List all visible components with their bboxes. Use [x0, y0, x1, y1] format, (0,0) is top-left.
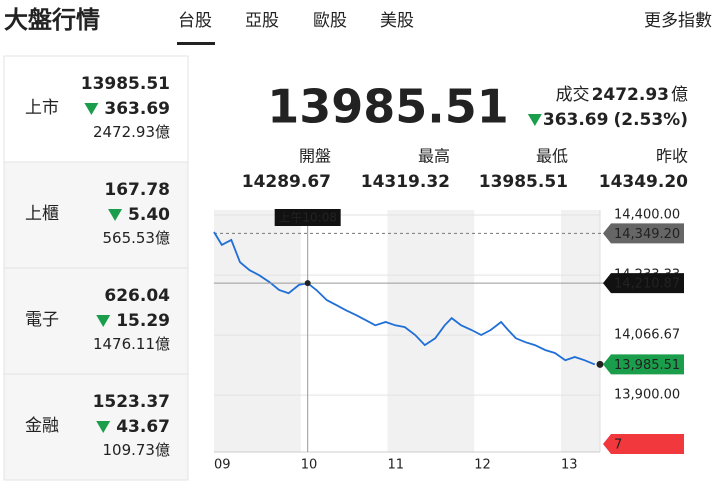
- stat-value: 14349.20: [599, 172, 688, 192]
- tab[interactable]: 美股: [380, 11, 414, 31]
- y-tick-label: 14,400.00: [614, 208, 680, 223]
- tab[interactable]: 亞股: [245, 11, 279, 31]
- sidebar-item[interactable]: [3, 55, 189, 163]
- sidebar-item[interactable]: [3, 267, 189, 375]
- index-volume: 2472.93億: [93, 123, 170, 141]
- change-value: 363.69: [543, 110, 609, 130]
- stat-label: 開盤: [299, 147, 331, 166]
- volume-value: 2472.93: [93, 123, 155, 141]
- price-line: [213, 231, 596, 366]
- turnover: 成交 2472.93 億: [556, 85, 688, 105]
- index-volume: 1476.11億: [93, 335, 170, 353]
- turnover-value: 2472.93: [592, 85, 669, 105]
- last-price-label: 13,985.51: [614, 358, 680, 373]
- turnover-unit: 億: [671, 85, 688, 105]
- main-price: 13985.51: [267, 80, 509, 134]
- index-name: 上櫃: [25, 204, 59, 224]
- volume-label: 7: [614, 438, 622, 453]
- y-tick-label: 13,900.00: [614, 388, 680, 403]
- index-change: 5.40: [128, 205, 170, 225]
- volume-value: 109.73: [102, 441, 155, 459]
- main-change: 363.69 (2.53%): [543, 110, 688, 130]
- crosshair-label-box: [603, 273, 684, 294]
- stat-value: 14289.67: [242, 172, 331, 192]
- last-price-label-box: [603, 354, 684, 375]
- index-change: 43.67: [116, 417, 170, 437]
- down-arrow: [96, 421, 111, 433]
- volume-unit: 億: [155, 123, 170, 141]
- turnover-label: 成交: [556, 85, 590, 105]
- y-tick-label: 14,066.67: [614, 328, 680, 343]
- tab-underline: [177, 42, 215, 45]
- x-tick-label: 09: [214, 458, 231, 473]
- index-change: 15.29: [116, 311, 170, 331]
- volume-unit: 億: [155, 229, 170, 247]
- stat-label: 最低: [536, 147, 568, 166]
- index-name: 金融: [25, 416, 59, 436]
- session-band: [387, 210, 475, 452]
- x-tick-label: 10: [301, 458, 318, 473]
- time-label: 上午10:08: [278, 211, 337, 225]
- last-dot: [596, 360, 604, 368]
- stat-label: 最高: [418, 147, 450, 166]
- volume-value: 1476.11: [93, 335, 155, 353]
- page-title: 大盤行情: [4, 6, 100, 34]
- more-link[interactable]: 更多指數: [644, 11, 712, 31]
- volume-label-box: [603, 434, 684, 454]
- index-price: 626.04: [104, 286, 170, 306]
- stat-value: 13985.51: [479, 172, 568, 192]
- index-volume: 565.53億: [102, 229, 170, 247]
- down-arrow: [527, 114, 542, 126]
- x-tick-label: 12: [474, 458, 491, 473]
- index-price: 1523.37: [93, 392, 170, 412]
- stat-label: 昨收: [656, 147, 688, 166]
- index-volume: 109.73億: [102, 441, 170, 459]
- index-price: 13985.51: [81, 74, 170, 94]
- sidebar-item[interactable]: [3, 373, 189, 481]
- session-band: [214, 210, 301, 452]
- change-pct: (2.53%): [613, 110, 688, 130]
- volume-value: 565.53: [102, 229, 155, 247]
- stat-value: 14319.32: [361, 172, 450, 192]
- prev-close-label-box: [603, 223, 684, 244]
- down-arrow: [84, 103, 99, 115]
- volume-unit: 億: [155, 335, 170, 353]
- down-arrow: [108, 209, 123, 221]
- prev-close-label: 14,349.20: [614, 227, 680, 242]
- tab[interactable]: 台股: [178, 11, 212, 31]
- index-change: 363.69: [104, 99, 170, 119]
- index-name: 電子: [25, 310, 59, 330]
- crosshair-dot: [304, 280, 311, 287]
- index-price: 167.78: [104, 180, 170, 200]
- session-band: [560, 210, 600, 452]
- sidebar-item[interactable]: [3, 161, 189, 269]
- down-arrow: [96, 315, 111, 327]
- x-tick-label: 11: [387, 458, 404, 473]
- index-name: 上市: [25, 98, 59, 118]
- x-tick-label: 13: [561, 458, 578, 473]
- time-label-box: [274, 209, 341, 226]
- tab[interactable]: 歐股: [313, 11, 347, 31]
- crosshair-label: 14,210.87: [614, 277, 680, 292]
- volume-unit: 億: [155, 441, 170, 459]
